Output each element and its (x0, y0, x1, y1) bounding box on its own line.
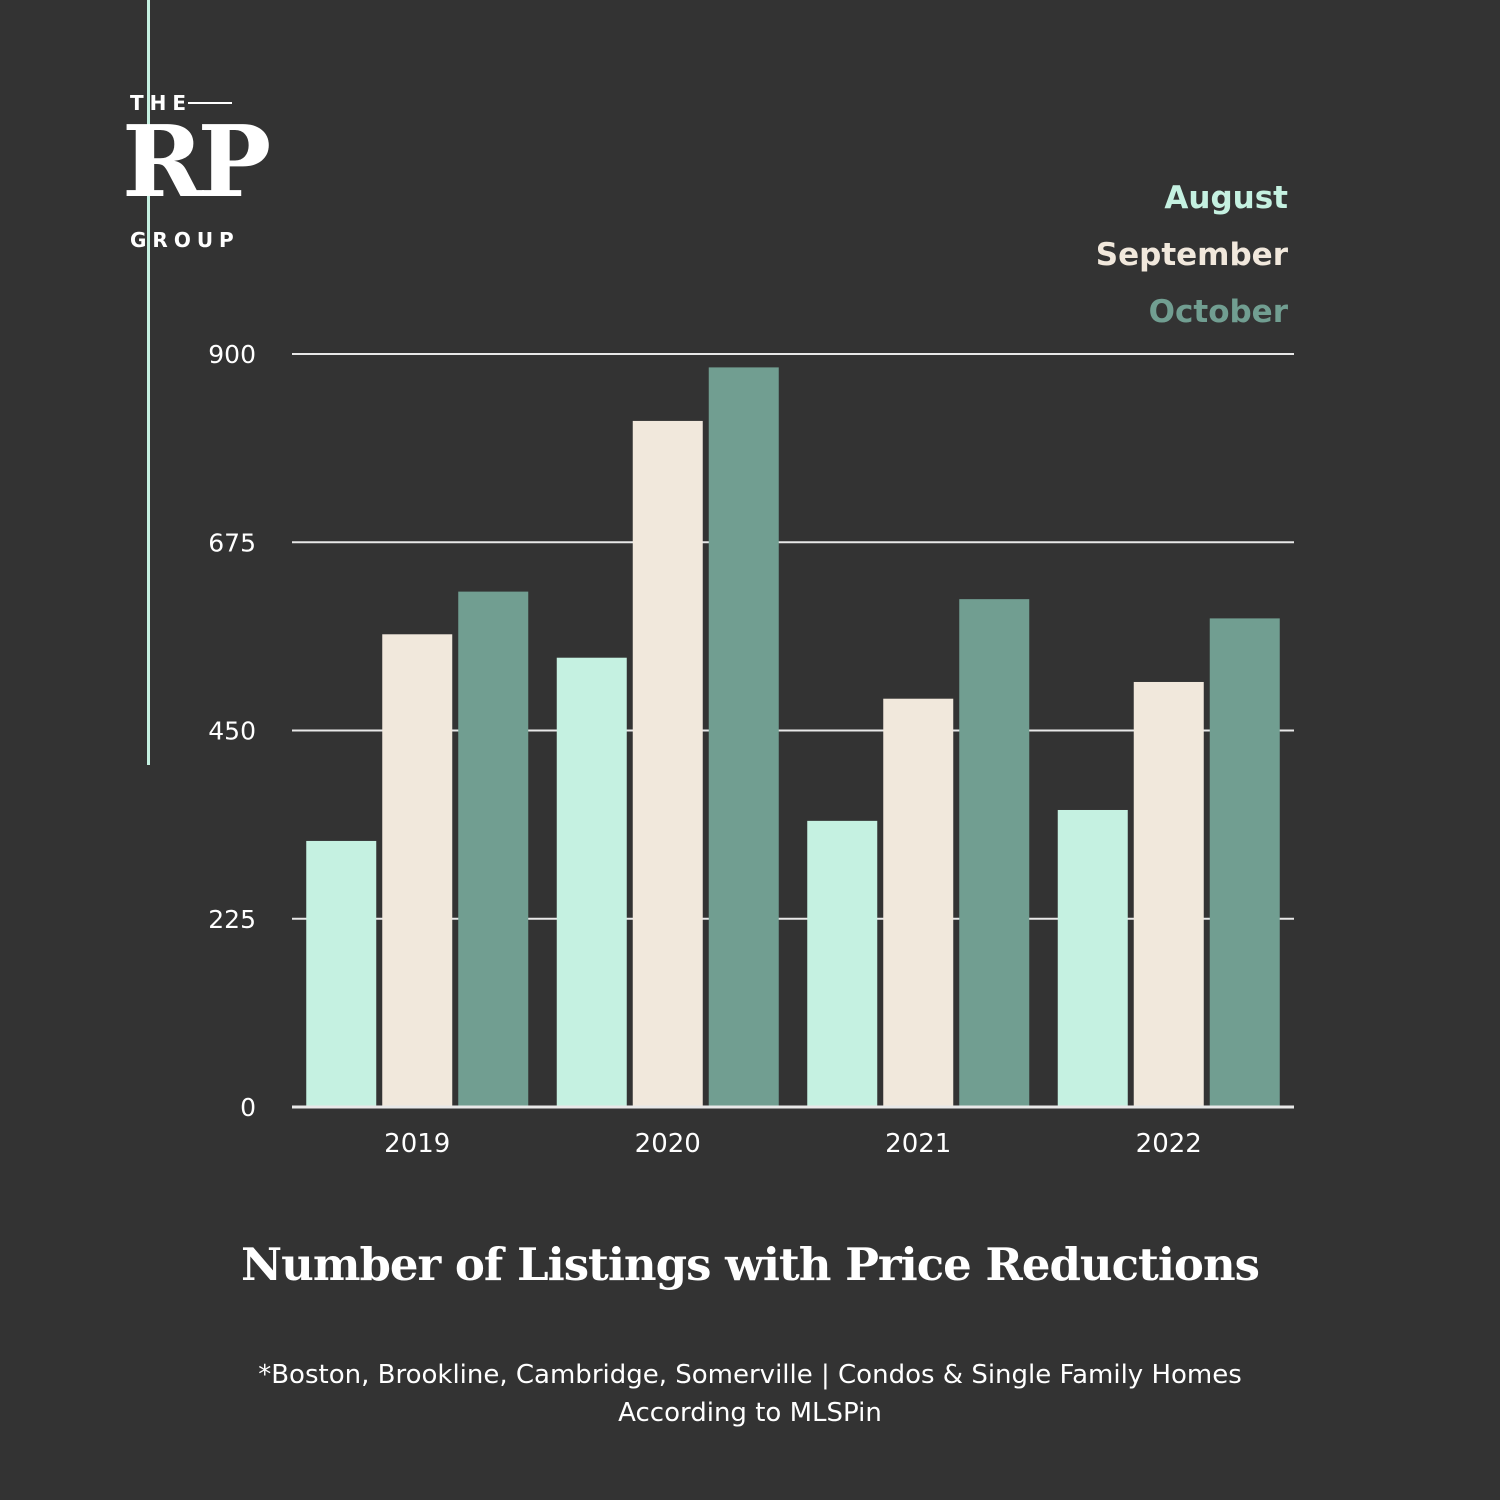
bar-october-2021 (959, 599, 1030, 1107)
logo-rp-text: RP (122, 105, 271, 220)
x-tick-label-2019: 2019 (384, 1129, 450, 1159)
bar-october-2020 (708, 367, 779, 1107)
bar-september-2022 (1133, 681, 1204, 1107)
bar-september-2019 (382, 634, 453, 1107)
bar-october-2022 (1209, 618, 1280, 1107)
legend-september: September (1095, 237, 1288, 273)
x-tick-label-2021: 2021 (885, 1129, 951, 1159)
logo-group-text: GROUP (130, 228, 240, 252)
bar-chart: 0 225 450 675 900 2019 2020 2021 2022 (208, 340, 1294, 1159)
logo-the-text: THE (130, 91, 193, 115)
accent-line (147, 0, 150, 765)
x-tick-label-2022: 2022 (1136, 1129, 1202, 1159)
x-tick-label-2020: 2020 (635, 1129, 701, 1159)
logo-dash (188, 102, 232, 104)
bar-october-2019 (458, 591, 529, 1107)
footnote-source: According to MLSPin (618, 1398, 882, 1428)
bar-august-2020 (556, 657, 627, 1107)
bar-august-2019 (306, 840, 377, 1107)
legend-august: August (1164, 180, 1288, 216)
logo: THE RP GROUP (122, 88, 292, 258)
y-tick-label-0: 0 (240, 1093, 256, 1122)
chart-title: Number of Listings with Price Reductions (240, 1238, 1260, 1291)
bar-september-2021 (883, 698, 954, 1107)
bar-september-2020 (632, 420, 703, 1107)
y-tick-label-675: 675 (208, 528, 256, 557)
bar-august-2022 (1057, 809, 1128, 1107)
chart-legend: August September October (1096, 170, 1288, 341)
y-tick-label-450: 450 (208, 717, 256, 746)
y-tick-label-900: 900 (208, 340, 256, 369)
y-tick-label-225: 225 (208, 905, 256, 934)
footnote-regions: *Boston, Brookline, Cambridge, Somervill… (258, 1360, 1242, 1390)
bar-august-2021 (807, 820, 878, 1107)
legend-october: October (1148, 294, 1288, 330)
